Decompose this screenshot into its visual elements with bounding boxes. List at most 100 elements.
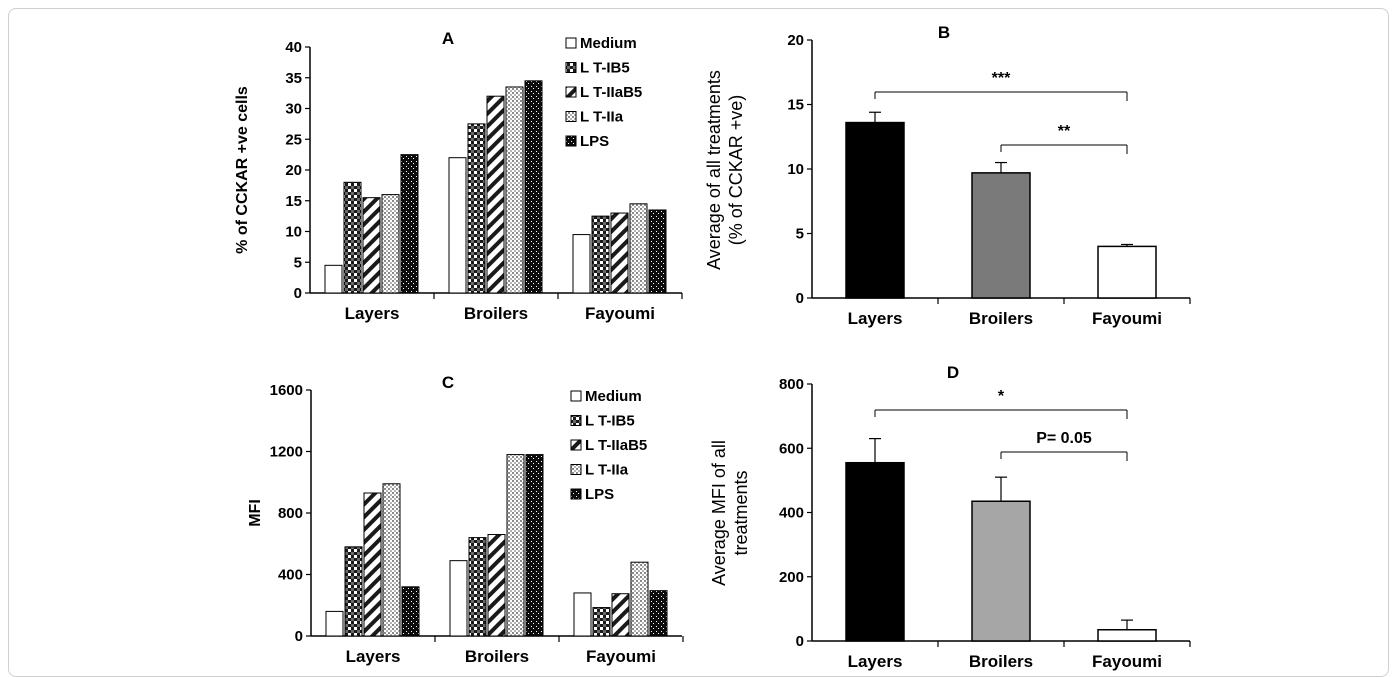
x-tick-label: Layers [346, 647, 401, 666]
legend-swatch [570, 464, 582, 475]
y-axis-label-line: Average of all treatments [704, 70, 724, 270]
legend-label: L T-IIa [585, 462, 629, 479]
bar-lt-ib5-fayoumi [591, 215, 610, 294]
y-axis-label-line: treatments [731, 470, 751, 555]
bar-medium-layers [325, 610, 344, 637]
y-tick-label: 30 [285, 101, 302, 118]
y-tick-label: 1600 [270, 382, 303, 399]
y-tick-label: 10 [787, 161, 804, 178]
y-axis-label-line: (% of CCKAR +ve) [726, 95, 746, 246]
y-tick-label: 40 [285, 39, 302, 56]
panel-label-a: A [442, 29, 454, 48]
y-tick-label: 800 [278, 505, 303, 522]
x-tick-label: Broilers [464, 304, 528, 323]
y-tick-label: 20 [285, 162, 302, 179]
legend-swatch [565, 62, 577, 73]
panel-label-c: C [442, 373, 454, 392]
y-tick-label: 200 [779, 569, 804, 586]
bar-lt-ib5-fayoumi [592, 607, 611, 637]
legend-label: L T-IIa [580, 109, 624, 126]
bar-medium-fayoumi [572, 234, 591, 294]
y-tick-label: 0 [295, 628, 303, 645]
y-axis-label: MFI [247, 499, 264, 527]
legend-swatch [570, 439, 582, 451]
bar-lt-iiab5-layers [363, 492, 382, 637]
y-tick-label: 400 [779, 505, 804, 522]
bar-lt-iia-layers [382, 483, 401, 637]
bar-medium-fayoumi [573, 592, 592, 637]
significance-label: P= 0.05 [1036, 430, 1092, 447]
panel-label-d: D [947, 363, 959, 382]
y-tick-label: 0 [294, 285, 302, 302]
x-tick-label: Layers [848, 652, 903, 671]
significance-bracket: *** [874, 70, 1128, 101]
bar-medium-broilers [449, 560, 468, 637]
y-tick-label: 20 [787, 32, 804, 49]
bar-lt-iiab5-fayoumi [611, 593, 630, 637]
bar-fayoumi [1097, 629, 1157, 642]
legend-label: L T-IB5 [585, 413, 635, 430]
bar-medium-broilers [448, 157, 467, 294]
bar-fayoumi [1097, 245, 1157, 299]
bar-lps-broilers [525, 454, 544, 637]
y-tick-label: 400 [278, 567, 303, 584]
bar-lt-iia-broilers [506, 454, 525, 637]
bar-lt-iiab5-broilers [486, 95, 505, 294]
y-axis-label: % of CCKAR +ve cells [234, 86, 251, 254]
legend-label: L T-IIaB5 [585, 437, 647, 454]
legend-swatch [570, 390, 582, 402]
bar-lt-iia-fayoumi [629, 203, 648, 294]
panel-a: 0 5 10 15 20 25 30 35 40 Layers Broilers Fayoumi A % … [234, 29, 683, 323]
significance-bracket: ** [1000, 123, 1128, 154]
y-tick-label: 600 [779, 440, 804, 457]
bar-lps-fayoumi [649, 590, 668, 637]
x-tick-label: Layers [848, 309, 903, 328]
bar-lt-iia-layers [381, 194, 400, 294]
legend-label: L T-IB5 [580, 60, 630, 77]
bar-lps-broilers [524, 80, 543, 294]
y-tick-label: 35 [285, 70, 302, 87]
y-tick-label: 5 [796, 226, 804, 243]
x-tick-label: Fayoumi [585, 304, 655, 323]
bar-lt-ib5-layers [343, 181, 362, 294]
panel-b: 0 5 10 15 20 Layers Broilers Fayoumi B Average of… [704, 23, 1191, 328]
legend-swatch [570, 415, 582, 426]
y-tick-label: 15 [787, 97, 804, 114]
y-axis-label: Average MFI of all treatments [709, 440, 751, 586]
bar-lt-ib5-broilers [468, 537, 487, 637]
legend-label: LPS [585, 486, 614, 503]
x-tick-label: Fayoumi [1092, 652, 1162, 671]
panel-d: 0 200 400 600 800 Layers Broilers Fayoumi D Avera… [709, 363, 1191, 671]
bar-medium-layers [324, 264, 343, 294]
x-tick-label: Layers [345, 304, 400, 323]
significance-label: * [998, 388, 1005, 405]
significance-bracket: * [874, 388, 1128, 419]
x-tick-label: Broilers [969, 309, 1033, 328]
x-tick-label: Broilers [465, 647, 529, 666]
bar-lt-iiab5-layers [362, 197, 381, 294]
x-tick-label: Fayoumi [586, 647, 656, 666]
legend-swatch [565, 135, 577, 147]
bar-layers [845, 461, 905, 642]
panel-label-b: B [938, 23, 950, 42]
bar-broilers [971, 172, 1031, 299]
x-tick-label: Fayoumi [1092, 309, 1162, 328]
y-tick-label: 800 [779, 376, 804, 393]
legend-swatch [565, 86, 577, 98]
legend-label: LPS [580, 133, 609, 150]
bar-lps-fayoumi [648, 209, 667, 294]
y-tick-label: 5 [294, 254, 302, 271]
legend-swatch [565, 111, 577, 122]
y-tick-label: 0 [796, 290, 804, 307]
y-axis-label: Average of all treatments (% of CCKAR +ve… [704, 70, 746, 270]
bar-lps-layers [401, 586, 420, 637]
bar-lt-ib5-layers [344, 546, 363, 637]
bar-lps-layers [400, 154, 419, 294]
legend-label: Medium [585, 388, 642, 405]
legend-label: Medium [580, 35, 637, 52]
bar-lt-iia-fayoumi [630, 561, 649, 637]
legend-swatch [570, 488, 582, 500]
bar-broilers [971, 500, 1031, 642]
legend-swatch [565, 37, 577, 49]
